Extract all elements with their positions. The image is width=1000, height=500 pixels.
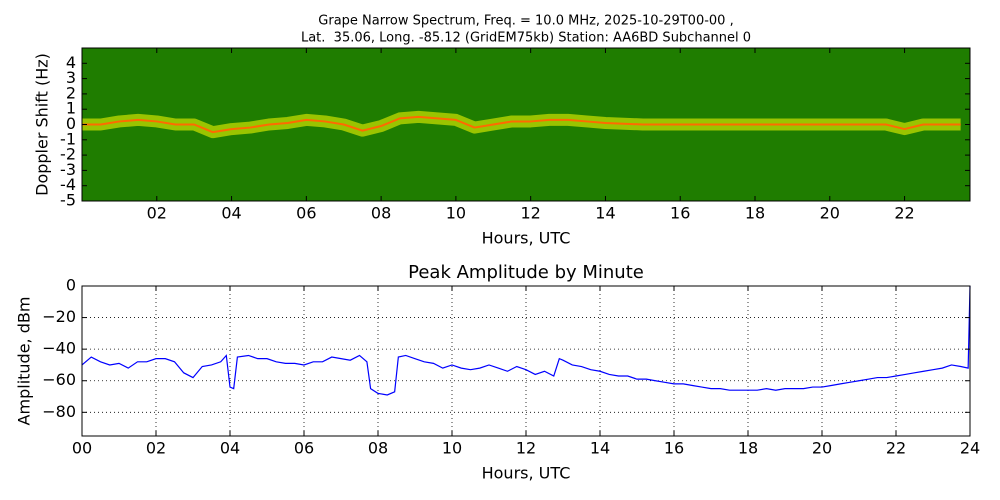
x-tick-label: 22 [894, 204, 914, 223]
x-tick-label: 14 [595, 204, 615, 223]
x-tick-label: 02 [147, 204, 167, 223]
x-tick-label: 12 [516, 439, 536, 458]
y-tick-label: 3 [66, 68, 76, 87]
y-tick-label: -3 [60, 160, 76, 179]
x-tick-label: 18 [738, 439, 758, 458]
x-tick-label: 22 [886, 439, 906, 458]
y-tick-label: 2 [66, 83, 76, 102]
chart-title: Grape Narrow Spectrum, Freq. = 10.0 MHz,… [318, 14, 733, 29]
y-tick-label: −40 [42, 339, 76, 358]
x-tick-label: 04 [220, 439, 240, 458]
y-tick-label: −20 [42, 307, 76, 326]
x-tick-label: 02 [146, 439, 166, 458]
x-axis-label: Hours, UTC [482, 229, 571, 248]
x-tick-label: 10 [446, 204, 466, 223]
chart-title: Peak Amplitude by Minute [408, 262, 644, 283]
x-tick-label: 08 [368, 439, 388, 458]
x-tick-label: 16 [670, 204, 690, 223]
x-tick-label: 12 [520, 204, 540, 223]
x-tick-label: 20 [812, 439, 832, 458]
chart-title: Lat. 35.06, Long. -85.12 (GridEM75kb) St… [301, 31, 751, 46]
x-tick-label: 06 [294, 439, 314, 458]
x-tick-label: 04 [221, 204, 241, 223]
x-tick-label: 06 [296, 204, 316, 223]
x-axis-label: Hours, UTC [482, 464, 571, 483]
y-axis-label: Doppler Shift (Hz) [33, 53, 52, 196]
y-tick-label: -1 [60, 129, 76, 148]
y-tick-label: -5 [60, 191, 76, 210]
x-tick-label: 24 [960, 439, 980, 458]
x-tick-label: 16 [664, 439, 684, 458]
x-tick-label: 00 [72, 439, 92, 458]
data-line [81, 285, 971, 396]
x-tick-label: 14 [590, 439, 610, 458]
y-tick-label: -4 [60, 175, 76, 194]
x-tick-label: 18 [745, 204, 765, 223]
plot-background [82, 286, 970, 436]
y-tick-label: 4 [66, 53, 76, 72]
y-tick-label: -2 [60, 145, 76, 164]
x-tick-label: 08 [371, 204, 391, 223]
y-axis-label: Amplitude, dBm [15, 297, 34, 426]
signal-peak [82, 115, 961, 134]
y-tick-label: −60 [42, 370, 76, 389]
x-tick-label: 20 [820, 204, 840, 223]
y-tick-label: −80 [42, 402, 76, 421]
y-tick-label: 1 [66, 99, 76, 118]
y-tick-label: 0 [66, 276, 76, 295]
y-tick-label: 0 [66, 114, 76, 133]
x-tick-label: 10 [442, 439, 462, 458]
